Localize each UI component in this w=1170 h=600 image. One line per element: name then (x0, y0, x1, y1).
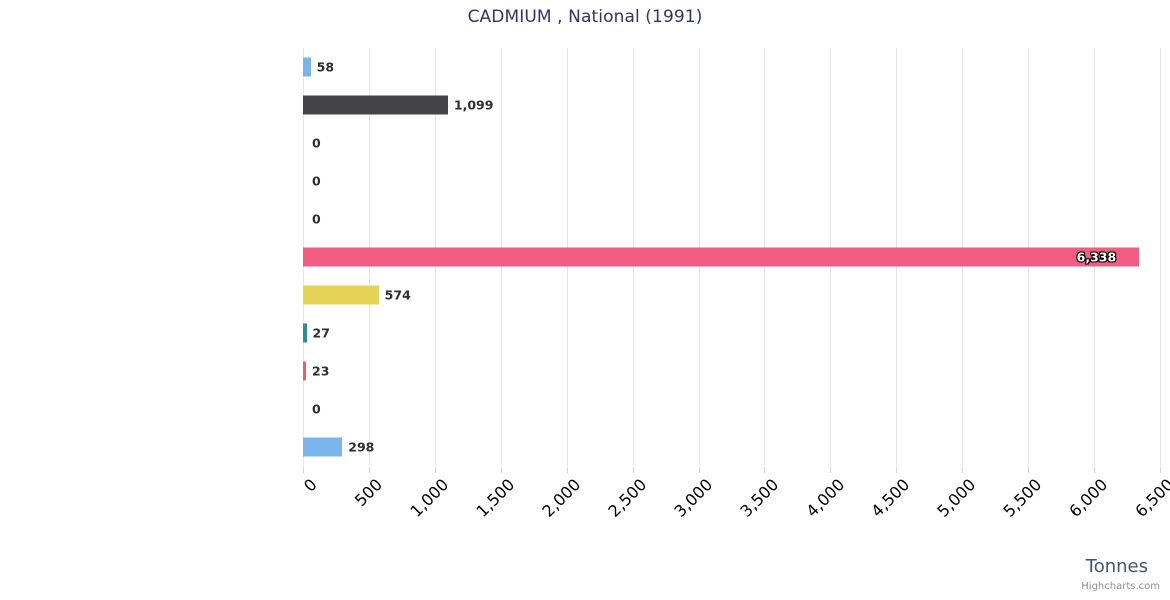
value-axis-tick-label: 3,500 (736, 475, 782, 521)
value-axis-tick-mark (1028, 467, 1030, 473)
value-axis-tick-mark (368, 467, 370, 473)
value-axis-tick-mark (632, 467, 634, 473)
bar-value-label: 23 (312, 363, 330, 379)
bar[interactable] (303, 361, 307, 381)
value-axis-tick-mark (434, 467, 436, 473)
value-axis-tick-mark (830, 467, 832, 473)
value-axis-tick-label: 4,500 (867, 475, 914, 521)
plot-area: Agriculture58Commercial/Residential/Inst… (303, 48, 1161, 466)
bar[interactable] (303, 437, 343, 457)
value-axis-tick-mark (962, 467, 964, 473)
value-axis-tick-mark (698, 467, 700, 473)
value-axis-tick-mark (566, 467, 568, 473)
bar-row[interactable]: Agriculture58 (303, 48, 1160, 86)
bar-row[interactable]: Incineration and Waste Sources6,338 (303, 238, 1160, 276)
bar-value-label: 574 (384, 287, 411, 303)
value-axis-tick-label: 6,500 (1131, 475, 1170, 521)
value-axis-tick-label: 4,000 (801, 475, 848, 521)
bar-row[interactable]: Manufacturing574 (303, 276, 1160, 314)
value-axis-tick-label: 1,500 (472, 475, 519, 521)
value-axis-tick-label: 2,500 (604, 475, 651, 521)
bar-value-label: 0 (312, 211, 321, 227)
bar-row[interactable]: Transportation and Mobile Equipment298 (303, 428, 1160, 466)
bar[interactable] (303, 247, 1139, 267)
bar-row[interactable]: Dust0 (303, 124, 1160, 162)
bar[interactable] (303, 323, 307, 343)
value-axis-tick-mark (764, 467, 766, 473)
bar-row[interactable]: Electric Power Generation (Utilities)0 (303, 162, 1160, 200)
value-axis-tick-mark (1160, 467, 1161, 473)
bar-value-label: 0 (312, 173, 321, 189)
gridline (1160, 48, 1161, 466)
value-axis-title: Tonnes (1085, 556, 1148, 577)
value-axis-tick-label: 2,000 (538, 475, 585, 521)
value-axis-tick-label: 1,000 (406, 475, 453, 521)
bar[interactable] (303, 285, 379, 305)
value-axis-tick-label: 5,500 (999, 475, 1046, 521)
bar-value-label: 0 (312, 401, 321, 417)
value-axis-tick-mark (500, 467, 502, 473)
value-axis-tick-label: 500 (351, 475, 387, 511)
bar-row[interactable]: Paints and Solvents0 (303, 390, 1160, 428)
bar-value-label: 58 (316, 59, 335, 75)
value-axis-tick-mark (1094, 467, 1096, 473)
bar[interactable] (303, 57, 311, 77)
bar-value-label: 1,099 (453, 97, 494, 113)
bar-value-label: 0 (312, 135, 321, 151)
highcharts-credits: Highcharts.com (1081, 581, 1160, 592)
value-axis-tick-mark (896, 467, 898, 473)
bar-row[interactable]: Fires0 (303, 200, 1160, 238)
bar-value-label: 27 (312, 325, 330, 341)
chart-title: CADMIUM , National (1991) (467, 7, 703, 27)
bar[interactable] (303, 95, 448, 115)
value-axis-tick-label: 6,000 (1065, 475, 1112, 521)
value-axis-tick-label: 5,000 (933, 475, 980, 521)
bar-value-label: 6,338 (1076, 249, 1117, 265)
bar-row[interactable]: Ores and Mineral Industries23 (303, 352, 1160, 390)
bar-row[interactable]: Oil and Gas Industry27 (303, 314, 1160, 352)
bar-value-label: 298 (348, 439, 375, 455)
value-axis-tick-label: 3,000 (670, 475, 716, 521)
bar-row[interactable]: Commercial/Residential/Institutional1,09… (303, 86, 1160, 124)
value-axis-tick-label: 0 (299, 475, 321, 496)
value-axis-tick-mark (303, 467, 304, 473)
